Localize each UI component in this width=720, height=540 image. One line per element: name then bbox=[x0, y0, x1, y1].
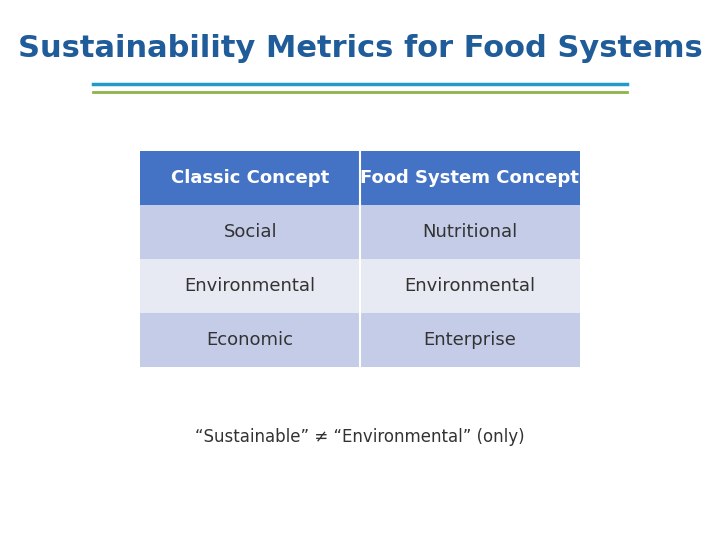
Text: Environmental: Environmental bbox=[185, 277, 316, 295]
FancyBboxPatch shape bbox=[140, 313, 360, 367]
Text: Nutritional: Nutritional bbox=[422, 223, 518, 241]
FancyBboxPatch shape bbox=[360, 313, 580, 367]
Text: Environmental: Environmental bbox=[404, 277, 535, 295]
Text: Economic: Economic bbox=[207, 331, 294, 349]
FancyBboxPatch shape bbox=[360, 259, 580, 313]
FancyBboxPatch shape bbox=[140, 259, 360, 313]
FancyBboxPatch shape bbox=[140, 205, 360, 259]
Text: Social: Social bbox=[223, 223, 277, 241]
Text: Classic Concept: Classic Concept bbox=[171, 169, 329, 187]
Text: Enterprise: Enterprise bbox=[423, 331, 516, 349]
FancyBboxPatch shape bbox=[360, 151, 580, 205]
FancyBboxPatch shape bbox=[360, 205, 580, 259]
Text: Food System Concept: Food System Concept bbox=[360, 169, 579, 187]
Text: “Sustainable” ≠ “Environmental” (only): “Sustainable” ≠ “Environmental” (only) bbox=[195, 428, 525, 447]
Text: Sustainability Metrics for Food Systems: Sustainability Metrics for Food Systems bbox=[17, 34, 703, 63]
FancyBboxPatch shape bbox=[140, 151, 360, 205]
